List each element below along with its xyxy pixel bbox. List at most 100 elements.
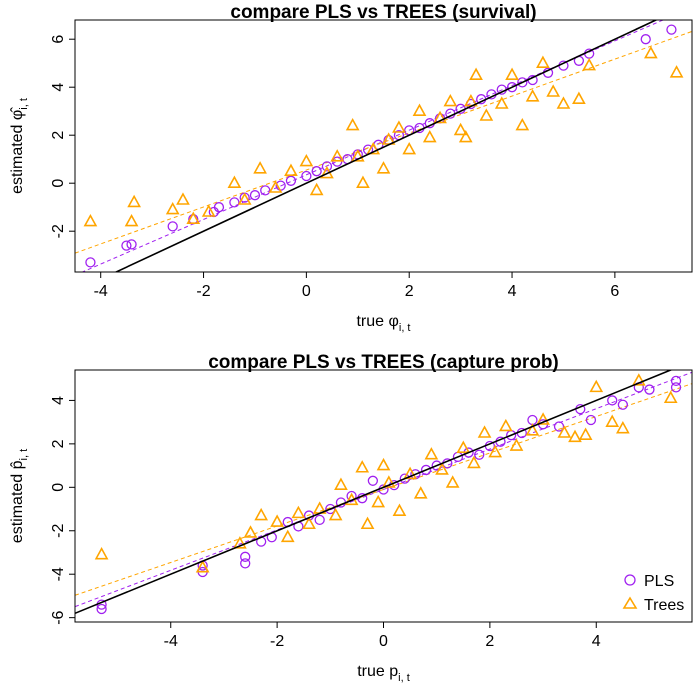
trees-point [509, 438, 524, 451]
trees-point [412, 103, 427, 116]
pls-point [240, 558, 251, 569]
trees-point [392, 120, 406, 133]
y-tick-label: 4 [50, 83, 67, 92]
legend-trees-marker [622, 596, 638, 609]
legend-label-pls: PLS [644, 573, 674, 590]
pls-point [126, 239, 137, 250]
trees-point [663, 390, 678, 404]
fit-line-trees [75, 383, 692, 596]
trees-point [376, 457, 391, 471]
trees-point [616, 420, 630, 434]
trees-point [201, 204, 216, 217]
trees-point [356, 175, 370, 188]
trees-point [568, 429, 582, 443]
pls-point [617, 399, 629, 410]
y-axis-label: estimated φ̂i, t [9, 98, 30, 194]
trees-point [445, 475, 460, 488]
trees-point [498, 418, 513, 432]
pls-point [167, 221, 178, 232]
y-tick-label: -2 [50, 524, 67, 538]
pls-point [213, 202, 225, 213]
trees-point [494, 96, 509, 109]
pls-point [474, 449, 485, 460]
pls-point [644, 384, 655, 395]
trees-point [424, 447, 439, 460]
trees-point [94, 546, 109, 560]
y-tick-label: -4 [50, 567, 67, 581]
trees-point [328, 507, 343, 521]
y-tick-label: 2 [50, 131, 67, 140]
pls-point [249, 190, 261, 201]
trees-point [572, 91, 586, 104]
plot-area [75, 20, 692, 272]
trees-point [309, 182, 324, 196]
trees-point [270, 514, 284, 527]
trees-point [469, 67, 483, 80]
trees-point [669, 65, 684, 78]
trees-point [254, 507, 269, 521]
trees-point [402, 141, 417, 155]
trees-point [557, 425, 572, 438]
pls-point [121, 240, 132, 251]
trees-point [302, 516, 316, 530]
pls-point [240, 551, 251, 562]
trees-point [536, 412, 550, 425]
trees-point [443, 93, 458, 107]
trees-point [458, 129, 473, 143]
trees-point [186, 211, 201, 224]
trees-point [350, 149, 365, 162]
trees-point [127, 194, 141, 208]
trees-point [536, 55, 550, 68]
trees-point [453, 122, 468, 136]
y-axis-label: estimated p̂i, t [9, 449, 30, 543]
trees-point [280, 529, 295, 543]
trees-point [578, 427, 593, 440]
pls-point [321, 161, 333, 172]
pls-point [527, 414, 538, 426]
trees-point [605, 414, 620, 427]
trees-point [392, 503, 407, 517]
x-tick-label: -2 [196, 283, 210, 300]
trees-point [124, 213, 139, 227]
pls-point [585, 414, 597, 426]
pls-point [670, 382, 682, 393]
trees-point [165, 201, 180, 215]
trees-point [515, 117, 530, 131]
pls-point [260, 185, 271, 196]
trees-point [299, 153, 314, 167]
identity-line [114, 20, 658, 272]
pls-point [311, 166, 322, 177]
trees-point [360, 516, 375, 530]
y-tick-label: -6 [50, 610, 67, 624]
pls-point [285, 175, 297, 186]
y-tick-label: -2 [50, 224, 67, 238]
trees-point [422, 129, 437, 143]
y-tick-label: 0 [50, 483, 67, 492]
x-tick-label: 4 [508, 283, 517, 300]
pls-point [420, 464, 432, 476]
trees-point [589, 379, 604, 393]
x-tick-label: 2 [485, 633, 494, 650]
trees-point [176, 192, 190, 205]
trees-point [345, 117, 360, 131]
y-tick-label: 6 [50, 35, 67, 44]
pls-point [640, 34, 651, 45]
y-tick-label: 2 [50, 439, 67, 448]
trees-point [83, 213, 98, 227]
chart-title: compare PLS vs TREES (survival) [230, 2, 536, 23]
trees-point [525, 89, 540, 102]
legend: PLS Trees [622, 573, 684, 614]
trees-point [413, 486, 428, 499]
trees-point [433, 110, 447, 124]
pls-point [229, 197, 240, 208]
legend-pls-marker [624, 574, 636, 586]
trees-point [227, 175, 242, 188]
trees-point [268, 180, 283, 193]
x-tick-label: -2 [270, 633, 284, 650]
trees-point [582, 57, 597, 71]
trees-point [330, 149, 345, 162]
x-tick-label: 0 [379, 633, 388, 650]
pls-point [553, 421, 565, 432]
x-axis-label: true φi, t [356, 313, 410, 334]
